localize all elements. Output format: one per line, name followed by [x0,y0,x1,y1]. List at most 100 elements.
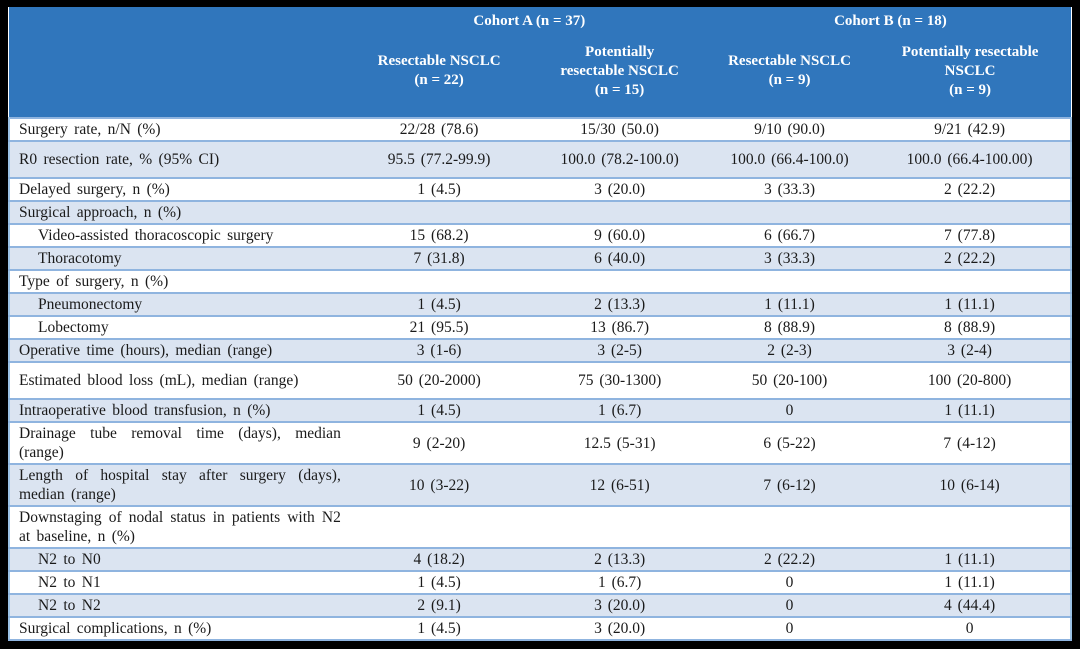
surgical-outcomes-table: Cohort A (n = 37) Cohort B (n = 18) Rese… [8,7,1072,641]
table-row: Downstaging of nodal status in patients … [8,505,1072,549]
row-value: 95.5 (77.2-99.9) [348,140,530,179]
column-header-potentially-resectable-a: Potentially resectable NSCLC (n = 15) [529,33,710,118]
row-value: 9 (60.0) [529,223,710,248]
row-value: 75 (30-1300) [529,361,710,400]
row-value: 1 (11.1) [709,292,870,317]
row-value [348,200,530,225]
row-label: Pneumonectomy [8,292,349,317]
row-value: 0 [869,616,1072,641]
column-header-potentially-resectable-b: Potentially resectable NSCLC (n = 9) [869,33,1071,118]
row-value: 3 (20.0) [529,593,710,618]
row-value: 7 (4-12) [869,421,1072,465]
table-row: Intraoperative blood transfusion, n (%) 1… [8,398,1072,423]
row-label: Delayed surgery, n (%) [8,177,349,202]
row-value: 3 (33.3) [709,246,870,271]
row-value: 9/10 (90.0) [709,117,870,142]
row-value: 1 (4.5) [348,616,530,641]
row-value: 2 (22.2) [869,177,1072,202]
row-value: 7 (6-12) [709,463,870,507]
row-value: 1 (4.5) [348,292,530,317]
column-header-row: Resectable NSCLC (n = 22) Potentially re… [9,33,1071,118]
table-row: Operative time (hours), median (range) 3 … [8,338,1072,363]
row-label: R0 resection rate, % (95% CI) [8,140,349,179]
row-label: Lobectomy [8,315,349,340]
row-value [529,200,710,225]
row-value: 7 (77.8) [869,223,1072,248]
row-value: 8 (88.9) [869,315,1072,340]
table-row: Surgical complications, n (%) 1 (4.5) 3 (2… [8,616,1072,641]
row-value: 1 (6.7) [529,398,710,423]
row-value: 50 (20-2000) [348,361,530,400]
row-value: 10 (3-22) [348,463,530,507]
row-value: 0 [709,570,870,595]
row-value: 10 (6-14) [869,463,1072,507]
row-value: 2 (22.2) [869,246,1072,271]
row-label: Downstaging of nodal status in patients … [8,505,349,549]
table-row: N2 to N0 4 (18.2) 2 (13.3) 2 (22.2) 1 (11.1) [8,547,1072,572]
row-value: 1 (6.7) [529,570,710,595]
row-value: 100.0 (66.4-100.00) [869,140,1072,179]
row-value: 2 (2-3) [709,338,870,363]
table-row: Surgical approach, n (%) [8,200,1072,225]
row-label: Operative time (hours), median (range) [8,338,349,363]
row-value: 9 (2-20) [348,421,530,465]
row-value: 22/28 (78.6) [348,117,530,142]
row-value: 100 (20-800) [869,361,1072,400]
row-value: 15 (68.2) [348,223,530,248]
row-value: 3 (2-4) [869,338,1072,363]
cohort-b-group-header: Cohort B (n = 18) [709,7,1071,33]
table-row: N2 to N2 2 (9.1) 3 (20.0) 0 4 (44.4) [8,593,1072,618]
row-value: 3 (1-6) [348,338,530,363]
row-value: 8 (88.9) [709,315,870,340]
row-value [709,200,870,225]
row-value [529,269,710,294]
row-value: 15/30 (50.0) [529,117,710,142]
row-value: 0 [709,593,870,618]
row-value: 0 [709,398,870,423]
row-value: 100.0 (66.4-100.0) [709,140,870,179]
row-value: 7 (31.8) [348,246,530,271]
table-header: Cohort A (n = 37) Cohort B (n = 18) Rese… [9,7,1071,118]
table-body: Surgery rate, n/N (%) 22/28 (78.6) 15/30 (… [8,117,1072,641]
row-value: 12.5 (5-31) [529,421,710,465]
table-row: Pneumonectomy 1 (4.5) 2 (13.3) 1 (11.1) 1 (1… [8,292,1072,317]
row-value: 100.0 (78.2-100.0) [529,140,710,179]
row-label: Video-assisted thoracoscopic surgery [8,223,349,248]
row-value: 12 (6-51) [529,463,710,507]
row-label: N2 to N2 [8,593,349,618]
row-value: 1 (4.5) [348,570,530,595]
row-label: Type of surgery, n (%) [8,269,349,294]
row-value [348,269,530,294]
row-value [529,505,710,549]
header-corner-cell [9,7,349,118]
row-value: 6 (40.0) [529,246,710,271]
row-label: Thoracotomy [8,246,349,271]
row-value: 1 (11.1) [869,398,1072,423]
row-value: 50 (20-100) [709,361,870,400]
row-label: Surgical complications, n (%) [8,616,349,641]
row-value: 4 (44.4) [869,593,1072,618]
table-row: Video-assisted thoracoscopic surgery 15 (… [8,223,1072,248]
row-value: 1 (4.5) [348,398,530,423]
table-row: Thoracotomy 7 (31.8) 6 (40.0) 3 (33.3) 2 (22… [8,246,1072,271]
row-value [869,269,1072,294]
row-value: 2 (9.1) [348,593,530,618]
row-label: Surgery rate, n/N (%) [8,117,349,142]
row-value [869,505,1072,549]
cohort-group-row: Cohort A (n = 37) Cohort B (n = 18) [9,7,1071,118]
row-label: Drainage tube removal time (days), media… [8,421,349,465]
table-row: R0 resection rate, % (95% CI) 95.5 (77.2-… [8,140,1072,179]
table-row: Delayed surgery, n (%) 1 (4.5) 3 (20.0) 3 (… [8,177,1072,202]
row-label: Intraoperative blood transfusion, n (%) [8,398,349,423]
row-value: 6 (5-22) [709,421,870,465]
table-row: Lobectomy 21 (95.5) 13 (86.7) 8 (88.9) 8 (88… [8,315,1072,340]
row-value [709,269,870,294]
table-row: Surgery rate, n/N (%) 22/28 (78.6) 15/30 (… [8,117,1072,142]
row-value: 9/21 (42.9) [869,117,1072,142]
row-value [348,505,530,549]
row-value: 3 (2-5) [529,338,710,363]
row-value: 3 (20.0) [529,616,710,641]
row-value: 1 (4.5) [348,177,530,202]
row-value: 2 (13.3) [529,547,710,572]
table-row: N2 to N1 1 (4.5) 1 (6.7) 0 1 (11.1) [8,570,1072,595]
